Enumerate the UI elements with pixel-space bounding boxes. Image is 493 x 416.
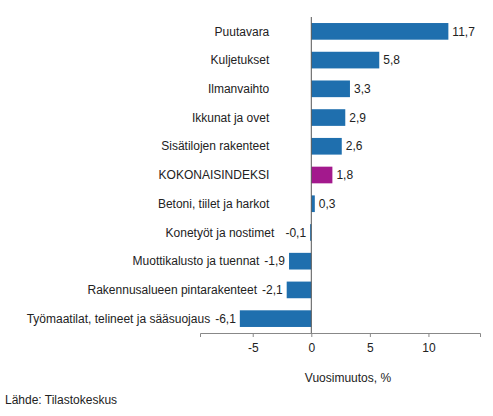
tick: -5 [248, 333, 259, 355]
data-label: 1,8 [336, 168, 353, 182]
category-label: Kuljetukset [211, 53, 270, 67]
x-axis: -5 0 5 10 [201, 333, 481, 355]
category-label: Betoni, tiilet ja harkot [158, 197, 270, 211]
data-label: -2,1 [262, 283, 283, 297]
data-label: -6,1 [215, 312, 236, 326]
zero-line [311, 17, 312, 333]
data-label: 2,9 [349, 111, 366, 125]
category-label: Muottikalusto ja tuennat [133, 254, 260, 268]
category-label: Konetyöt ja nostimet [166, 226, 275, 240]
data-label: -0,1 [285, 226, 306, 240]
bar [311, 52, 379, 69]
tick-label: 10 [422, 341, 436, 355]
chart: -5 0 5 10 11,7 Puutavara 5,8 Kuljetukset 3,3 Ilma… [0, 0, 493, 416]
bar [311, 109, 345, 126]
tick-label: 0 [308, 341, 315, 355]
category-label: KOKONAISINDEKSI [159, 168, 270, 182]
x-axis-title: Vuosimuutos, % [305, 371, 392, 385]
data-label: 2,6 [346, 139, 363, 153]
bar [311, 23, 448, 40]
source: Lähde: Tilastokeskus [5, 393, 117, 407]
data-label: 3,3 [354, 82, 371, 96]
category-label: Ikkunat ja ovet [192, 111, 270, 125]
category-label: Puutavara [215, 25, 270, 39]
tick-mark [311, 333, 312, 337]
bar [311, 195, 315, 212]
tick: 0 [308, 333, 315, 355]
bars [240, 23, 449, 327]
tick-mark [428, 333, 429, 337]
category-label: Ilmanvaihto [208, 82, 270, 96]
bar [240, 310, 311, 327]
data-label: 11,7 [452, 25, 475, 39]
axis-line [201, 334, 481, 338]
category-label: Rakennusalueen pintarakenteet [88, 283, 258, 297]
tick: 10 [422, 333, 436, 355]
category-label: Sisätilojen rakenteet [161, 139, 270, 153]
tick-mark [253, 333, 254, 337]
tick: 5 [367, 333, 374, 355]
category-label: Työmaatilat, telineet ja sääsuojaus [27, 312, 210, 326]
bar [311, 138, 341, 155]
labels: 11,7 Puutavara 5,8 Kuljetukset 3,3 Ilmanvaiht… [27, 25, 475, 326]
tick-label: -5 [248, 341, 259, 355]
bar [311, 167, 332, 184]
bar [311, 80, 350, 97]
data-label: -1,9 [264, 254, 285, 268]
data-label: 5,8 [383, 53, 400, 67]
tick-label: 5 [367, 341, 374, 355]
tick-mark [370, 333, 371, 337]
data-label: 0,3 [319, 197, 336, 211]
bar [287, 282, 312, 299]
bar [289, 253, 311, 270]
